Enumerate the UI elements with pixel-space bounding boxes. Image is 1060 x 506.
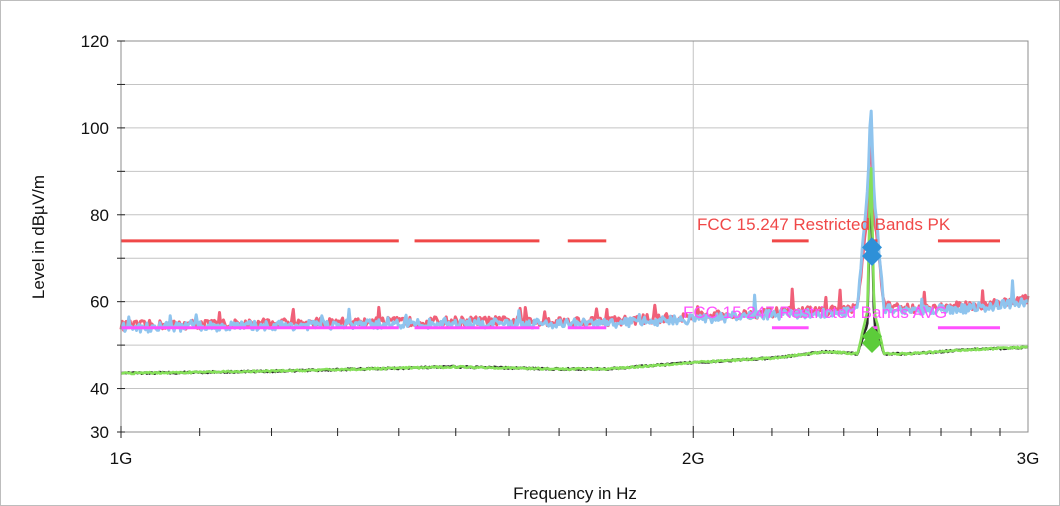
axes: 30 40 60 80 100 120 1G 2G 3G bbox=[81, 32, 1040, 468]
traces bbox=[119, 109, 1030, 376]
trace-4 bbox=[120, 167, 1029, 376]
y-tick-label: 120 bbox=[81, 32, 109, 51]
x-tick-label: 1G bbox=[110, 449, 133, 468]
y-tick-label: 80 bbox=[90, 206, 109, 225]
x-tick-label: 2G bbox=[682, 449, 705, 468]
y-axis-label: Level in dBµV/m bbox=[29, 175, 48, 299]
limit-label: FCC 15.247 Restricted Bands PK bbox=[697, 215, 951, 234]
y-tick-label: 30 bbox=[90, 423, 109, 442]
y-tick-label: 40 bbox=[90, 380, 109, 399]
markers bbox=[862, 237, 883, 353]
marker-diamond bbox=[862, 332, 883, 353]
y-tick-label: 100 bbox=[81, 119, 109, 138]
limit-label: FCC 15.247 Restricted Bands AVG bbox=[683, 303, 947, 322]
limit-lines: FCC 15.247 Restricted Bands PK FCC 15.247… bbox=[121, 215, 1001, 330]
x-tick-label: 3G bbox=[1017, 449, 1040, 468]
plot-area bbox=[120, 40, 1029, 433]
marker-diamond bbox=[862, 246, 883, 267]
y-tick-label: 60 bbox=[90, 293, 109, 312]
x-axis-label: Frequency in Hz bbox=[513, 484, 637, 503]
